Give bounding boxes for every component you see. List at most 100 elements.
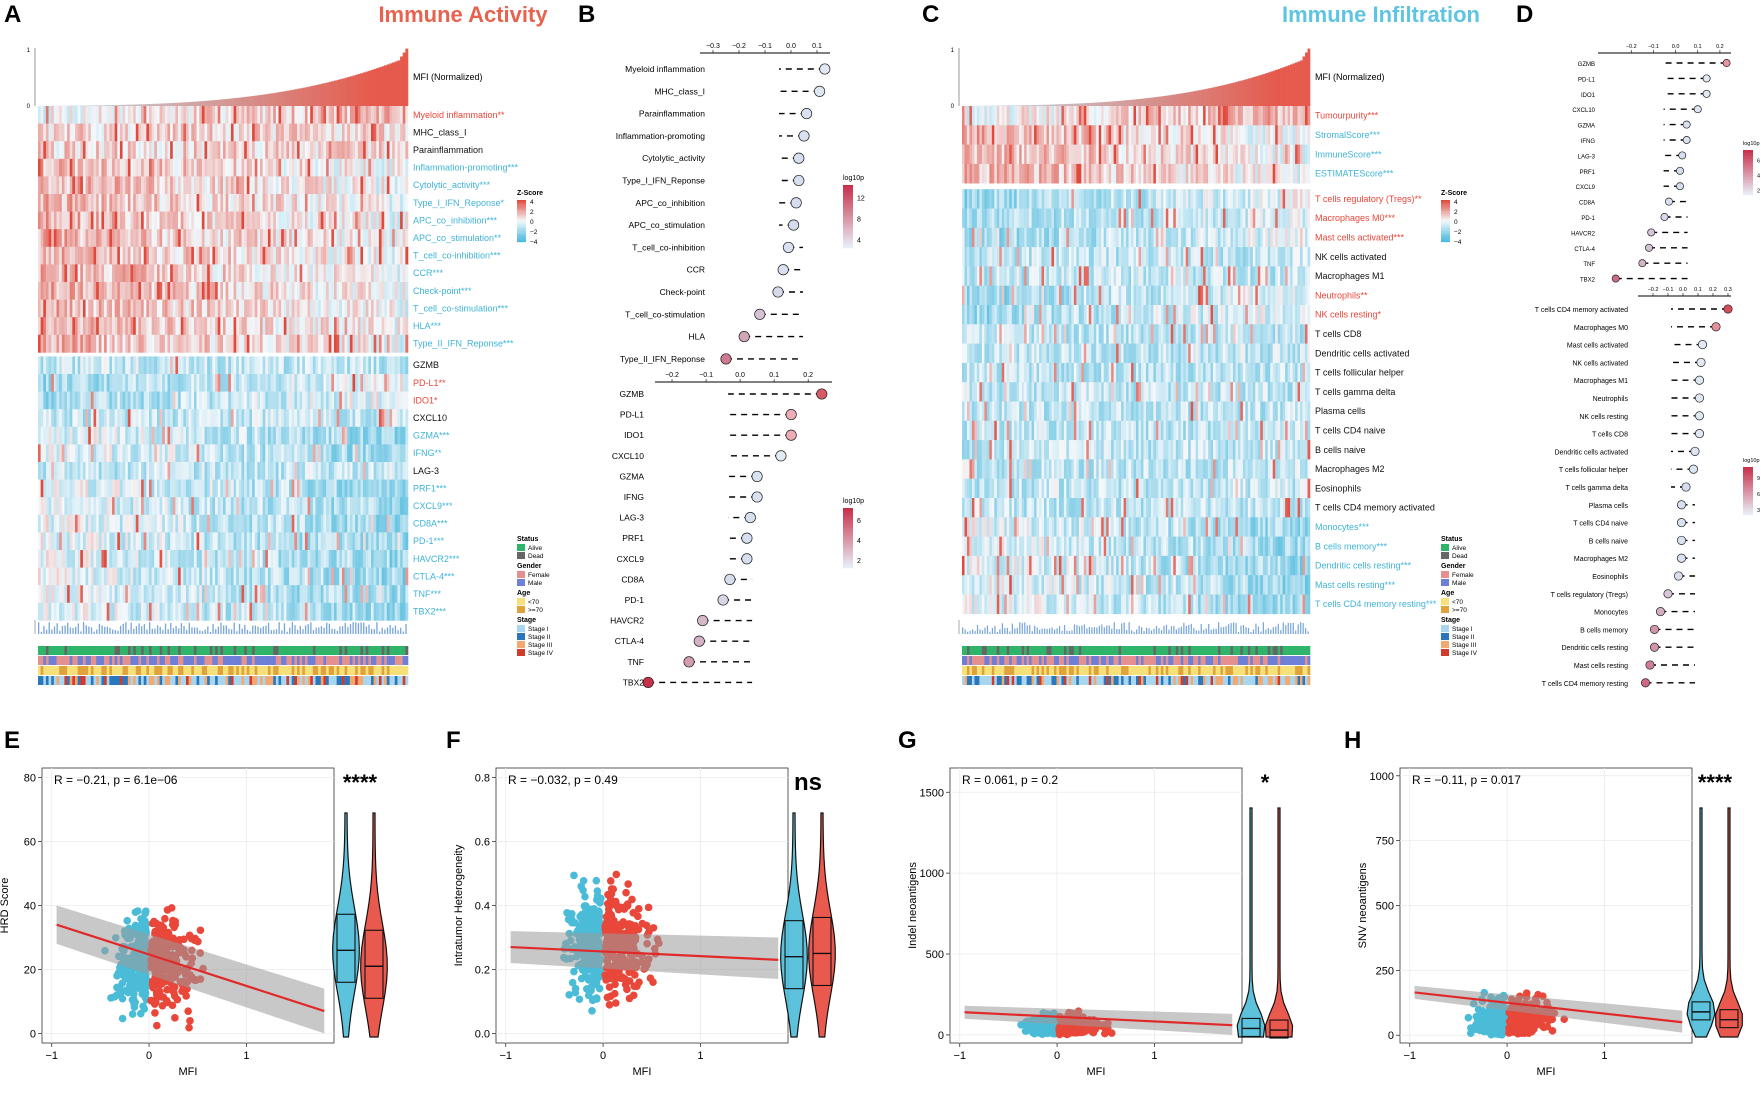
undefined-heatmap-cell <box>307 585 311 604</box>
undefined-annotation-cell <box>64 666 68 675</box>
undefined-heatmap-cell <box>175 374 179 392</box>
undefined-heatmap-cell <box>141 123 145 142</box>
undefined-annotation-cell <box>82 666 86 675</box>
undefined-count-bar <box>112 629 114 634</box>
undefined-heatmap-cell <box>230 264 234 283</box>
undefined-heatmap-cell <box>164 479 168 498</box>
undefined-heatmap-cell <box>178 409 182 428</box>
undefined-heatmap-cell <box>349 211 353 230</box>
undefined-heatmap-cell <box>175 123 179 142</box>
undefined-heatmap-cell <box>270 462 274 480</box>
undefined-annotation-cell <box>106 666 110 675</box>
undefined-heatmap-cell <box>85 158 89 177</box>
undefined-heatmap-cell <box>291 317 295 336</box>
undefined-heatmap-cell <box>318 374 322 392</box>
undefined-heatmap-cell <box>135 123 139 142</box>
undefined-heatmap-cell <box>43 211 47 230</box>
undefined-heatmap-cell <box>230 374 234 392</box>
undefined-heatmap-cell <box>323 246 327 265</box>
undefined-heatmap-cell <box>85 317 89 336</box>
undefined-mfi-bar <box>400 56 404 106</box>
undefined-row-label: T_cell_co-stimulation*** <box>413 303 509 313</box>
undefined-heatmap-cell <box>48 299 52 318</box>
undefined-heatmap-cell <box>289 158 293 177</box>
undefined-heatmap-cell <box>172 106 176 124</box>
undefined-heatmap-cell <box>347 194 351 212</box>
undefined-count-bar <box>405 623 407 634</box>
undefined-heatmap-cell <box>90 585 94 604</box>
undefined-heatmap-cell <box>75 264 78 283</box>
undefined-heatmap-cell <box>389 264 393 283</box>
undefined-heatmap-cell <box>109 282 113 300</box>
undefined-mfi-bar <box>297 88 300 106</box>
undefined-heatmap-cell <box>373 514 377 533</box>
undefined-heatmap-cell <box>114 550 118 568</box>
undefined-heatmap-cell <box>119 532 123 551</box>
undefined-heatmap-cell <box>201 391 205 410</box>
undefined-heatmap-cell <box>355 246 359 265</box>
undefined-annotation-cell <box>114 646 118 655</box>
undefined-heatmap-cell <box>297 141 300 160</box>
undefined-annotation-cell <box>212 676 216 685</box>
undefined-heatmap-cell <box>384 444 388 463</box>
undefined-heatmap-cell <box>175 264 179 283</box>
undefined-heatmap-cell <box>252 246 256 265</box>
undefined-heatmap-cell <box>246 602 250 621</box>
undefined-heatmap-cell <box>196 194 200 212</box>
undefined-heatmap-cell <box>212 356 216 375</box>
undefined-annotation-cell <box>294 676 298 685</box>
undefined-heatmap-cell <box>291 211 295 230</box>
undefined-heatmap-cell <box>130 317 134 336</box>
undefined-heatmap-cell <box>146 334 150 353</box>
undefined-heatmap-cell <box>273 211 277 230</box>
undefined-heatmap-cell <box>67 123 71 142</box>
undefined-heatmap-cell <box>178 356 182 375</box>
undefined-heatmap-cell <box>262 550 266 568</box>
undefined-heatmap-cell <box>82 246 86 265</box>
undefined-count-bar <box>167 629 169 634</box>
undefined-heatmap-cell <box>283 229 287 248</box>
undefined-heatmap-cell <box>355 299 359 318</box>
undefined-heatmap-cell <box>349 317 353 336</box>
undefined-heatmap-cell <box>302 462 306 480</box>
undefined-heatmap-cell <box>225 211 229 230</box>
undefined-annotation-cell <box>119 656 123 665</box>
undefined-heatmap-cell <box>304 567 308 586</box>
undefined-heatmap-cell <box>244 246 248 265</box>
undefined-heatmap-cell <box>357 211 361 230</box>
undefined-heatmap-cell <box>75 497 78 516</box>
undefined-heatmap-cell <box>320 602 324 621</box>
undefined-heatmap-cell <box>283 141 287 160</box>
undefined-heatmap-cell <box>260 462 263 480</box>
undefined-heatmap-cell <box>278 391 282 410</box>
undefined-heatmap-cell <box>302 158 306 177</box>
undefined-annotation-cell <box>294 666 298 675</box>
undefined-heatmap-cell <box>328 391 332 410</box>
undefined-heatmap-cell <box>386 282 390 300</box>
undefined-heatmap-cell <box>389 479 393 498</box>
undefined-heatmap-cell <box>318 229 322 248</box>
undefined-heatmap-cell <box>241 141 245 160</box>
undefined-heatmap-cell <box>93 194 97 212</box>
undefined-heatmap-cell <box>310 356 314 375</box>
undefined-heatmap-cell <box>106 409 110 428</box>
undefined-mfi-bar <box>204 100 208 106</box>
undefined-heatmap-cell <box>331 567 335 586</box>
undefined-heatmap-cell <box>278 282 282 300</box>
undefined-heatmap-cell <box>352 356 356 375</box>
undefined-heatmap-cell <box>262 532 266 551</box>
undefined-heatmap-cell <box>320 585 324 604</box>
undefined-annotation-cell <box>117 676 121 685</box>
undefined-heatmap-cell <box>320 550 324 568</box>
undefined-heatmap-cell <box>51 246 55 265</box>
undefined-heatmap-cell <box>114 426 118 445</box>
undefined-heatmap-cell <box>270 229 274 248</box>
undefined-heatmap-cell <box>75 462 78 480</box>
undefined-heatmap-cell <box>275 106 279 124</box>
undefined-heatmap-cell <box>315 334 319 353</box>
undefined-heatmap-cell <box>246 479 250 498</box>
undefined-heatmap-cell <box>75 444 78 463</box>
undefined-heatmap-cell <box>67 176 71 195</box>
undefined-heatmap-cell <box>196 158 200 177</box>
undefined-annotation-cell <box>349 656 353 665</box>
